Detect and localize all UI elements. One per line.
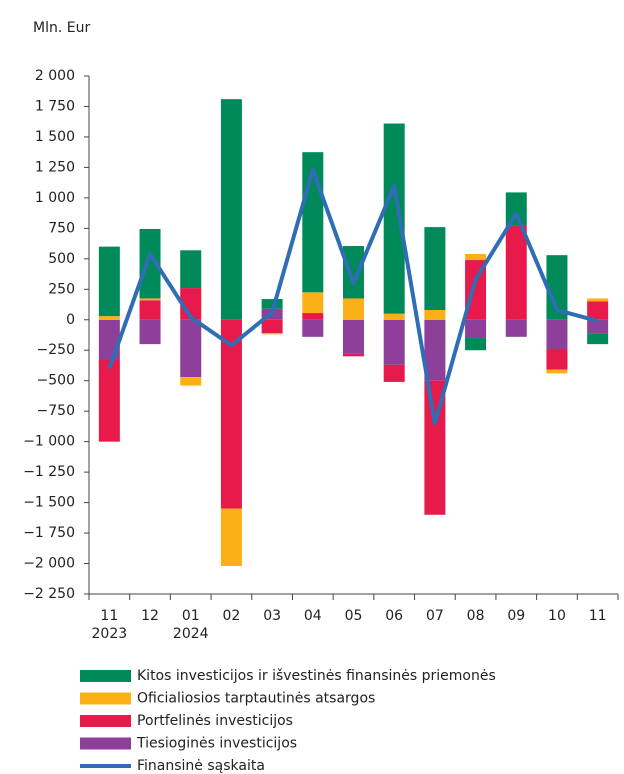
bar [465,253,487,261]
legend-label: Kitos investicijos ir išvestinės finansi… [137,668,496,684]
y-tick-label: 0 [66,312,75,328]
bar [383,364,405,382]
bar [139,298,161,301]
legend-label: Finansinė sąskaita [137,758,265,774]
y-tick-label: −500 [37,373,75,389]
bar [587,298,609,302]
bar [546,255,568,320]
y-tick-label: −1 500 [23,495,75,511]
bar [587,319,609,334]
bar [383,319,405,365]
bar [383,313,405,320]
x-tick-label: 07 [426,608,444,624]
bar [465,319,487,339]
bar [343,319,364,354]
x-tick-year: 2023 [92,626,128,642]
y-tick-label: 750 [48,220,75,236]
y-axis-label: Mln. Eur [33,20,90,36]
y-tick-label: 500 [48,251,75,267]
x-tick-label: 12 [141,608,159,624]
y-tick-label: −1 250 [23,464,75,480]
x-tick-label: 06 [385,608,403,624]
bar [220,99,242,320]
bar [220,319,242,509]
y-tick-label: −1 000 [23,434,75,450]
bar [98,246,120,317]
bar [546,319,568,350]
bar [220,508,242,566]
bar [98,359,120,442]
legend-label: Portfelinės investicijos [137,713,293,729]
bar [424,310,446,320]
bar [587,333,609,345]
legend-swatch [80,670,131,682]
x-tick-label: 08 [467,608,485,624]
bar [465,338,487,351]
legend-label: Oficialiosios tarptautinės atsargos [137,691,375,707]
legend-label: Tiesioginės investicijos [136,736,297,752]
x-tick-label: 09 [507,608,525,624]
y-tick-label: −1 750 [23,525,75,541]
x-tick-label: 04 [304,608,322,624]
bar [98,316,120,320]
line [107,167,599,426]
x-tick-label: 10 [548,608,566,624]
x-tick-label: 02 [223,608,241,624]
x-tick-label: 03 [263,608,281,624]
bar [343,298,364,320]
bar [424,227,446,311]
x-tick-label: 05 [345,608,363,624]
bar [139,228,161,299]
bar [505,192,527,226]
y-tick-label: 1 000 [35,190,75,206]
bar [302,313,324,320]
y-tick-label: −2 250 [23,586,75,602]
x-tick-label: 11 [100,608,118,624]
bar [261,299,283,309]
bar [546,349,568,370]
bar [424,380,446,515]
bar [261,319,283,334]
bar [180,377,202,386]
bar [180,319,202,378]
bar [383,123,405,314]
y-tick-label: 1 500 [35,129,75,145]
bar [424,319,446,381]
y-tick-label: 1 750 [35,98,75,114]
bar [546,369,568,374]
y-tick-label: −250 [37,342,75,358]
bar [261,333,283,335]
bar [98,319,120,360]
bar [505,225,527,320]
y-tick-label: −750 [37,403,75,419]
y-tick-label: −2 000 [23,556,75,572]
bar [139,300,161,320]
bar [139,319,161,345]
y-tick-label: 2 000 [35,68,75,84]
bar [343,246,364,299]
bar [587,301,609,320]
y-tick-label: 250 [48,281,75,297]
bar [302,319,324,337]
x-tick-year: 2024 [173,626,209,642]
bar [505,319,527,337]
x-tick-label: 11 [589,608,607,624]
y-tick-label: 1 250 [35,159,75,175]
legend-swatch [80,715,131,727]
bar [343,353,364,357]
legend-swatch [80,737,131,750]
x-tick-label: 01 [182,608,200,624]
legend-swatch [80,692,131,705]
bar [180,250,202,289]
bar [302,292,324,314]
